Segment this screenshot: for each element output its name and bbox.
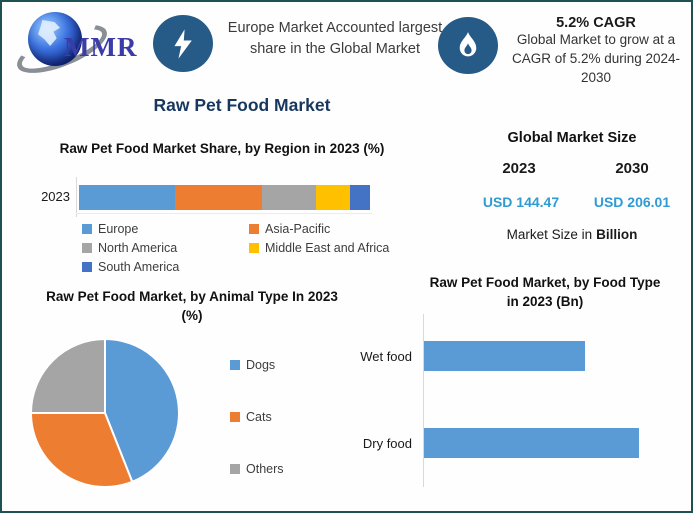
- region-category-label: 2023: [41, 189, 70, 204]
- market-size-year-end: 2030: [615, 160, 649, 177]
- lightning-icon: [174, 28, 192, 59]
- legend-marker: [82, 224, 92, 234]
- bar-segment-north-america: [262, 185, 317, 210]
- legend-label: Cats: [246, 410, 272, 424]
- market-size-note: Market Size in Billion: [472, 227, 672, 242]
- food-bar: [424, 341, 585, 371]
- pie-slice-dogs: [104, 337, 180, 484]
- legend-marker: [82, 243, 92, 253]
- market-size-value-end: USD 206.01: [593, 194, 671, 210]
- legend-label: Others: [246, 462, 284, 476]
- region-chart-axis: [76, 177, 77, 217]
- region-chart-baseline: [76, 213, 372, 214]
- food-chart-title: Raw Pet Food Market, by Food Type in 202…: [429, 275, 661, 309]
- market-size-note-prefix: Market Size in: [506, 227, 593, 242]
- food-bar: [424, 428, 639, 458]
- legend-label: Dogs: [246, 358, 276, 372]
- legend-item-north-america: North America: [82, 241, 249, 255]
- mmr-logo: MMR: [11, 10, 136, 83]
- legend-marker: [230, 464, 240, 474]
- legend-item-others: Others: [230, 462, 284, 476]
- bar-segment-europe: [79, 185, 176, 210]
- lightning-badge: [153, 15, 213, 72]
- flame-icon: [459, 31, 477, 56]
- bar-segment-asia-pacific: [175, 185, 263, 210]
- legend-item-europe: Europe: [82, 222, 249, 236]
- legend-marker: [230, 412, 240, 422]
- pie-slice-others: [29, 337, 106, 414]
- cagr-body: Global Market to grow at a CAGR of 5.2% …: [511, 32, 681, 85]
- region-stacked-bar: [79, 185, 370, 210]
- globe-icon: [28, 12, 82, 66]
- legend-item-cats: Cats: [230, 410, 284, 424]
- food-category-wet: Wet food: [360, 349, 412, 364]
- food-category-dry: Dry food: [362, 436, 412, 451]
- legend-item-asia-pacific: Asia-Pacific: [249, 222, 402, 236]
- animal-legend: Dogs Cats Others: [230, 358, 284, 476]
- legend-label: Middle East and Africa: [265, 241, 390, 255]
- market-size-value-start: USD 144.47: [482, 194, 560, 210]
- legend-label: Asia-Pacific: [265, 222, 331, 236]
- page-title: Raw Pet Food Market: [153, 95, 331, 115]
- animal-chart-title: Raw Pet Food Market, by Animal Type In 2…: [46, 289, 338, 323]
- legend-label: South America: [98, 260, 180, 274]
- legend-item-south-america: South America: [82, 260, 249, 274]
- legend-marker: [230, 360, 240, 370]
- flame-badge: [438, 17, 498, 74]
- bar-segment-middle-east-and-africa: [316, 185, 350, 210]
- animal-pie: [29, 337, 180, 488]
- bar-segment-south-america: [349, 185, 370, 210]
- region-legend: Europe Asia-Pacific North America Middle Ea…: [82, 222, 402, 274]
- pie-slice-cats: [29, 412, 134, 488]
- europe-callout-text: Europe Market Accounted largest share in…: [227, 20, 443, 58]
- logo-text: MMR: [64, 32, 138, 62]
- legend-item-dogs: Dogs: [230, 358, 284, 372]
- market-size-year-start: 2023: [502, 160, 536, 177]
- legend-marker: [82, 262, 92, 272]
- market-size-title: Global Market Size: [507, 130, 637, 146]
- legend-item-middle-east-and-africa: Middle East and Africa: [249, 241, 402, 255]
- region-chart-title: Raw Pet Food Market Share, by Region in …: [59, 141, 385, 156]
- cagr-title: 5.2% CAGR: [556, 15, 636, 31]
- food-chart-axis: [423, 314, 424, 487]
- cagr-callout: 5.2% CAGR Global Market to grow at a CAG…: [505, 15, 687, 88]
- legend-label: North America: [98, 241, 178, 255]
- legend-marker: [249, 224, 259, 234]
- legend-marker: [249, 243, 259, 253]
- legend-label: Europe: [98, 222, 139, 236]
- market-size-note-unit: Billion: [596, 227, 638, 242]
